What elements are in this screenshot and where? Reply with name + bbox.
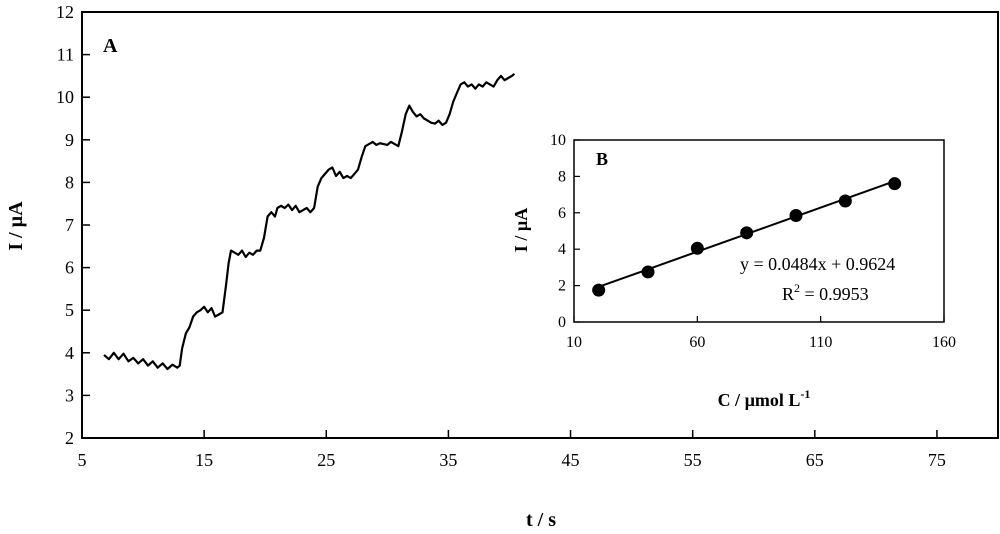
- panel-a-x-tick-label: 5: [78, 450, 87, 470]
- panel-a-x-tick-label: 75: [928, 450, 946, 470]
- panel-a-y-axis-title: I / µA: [5, 201, 27, 251]
- data-point: [789, 209, 803, 223]
- panel-b-ticks: 10 60 110 160 0 2 4 6 8 10: [550, 132, 956, 351]
- panel-b-x-tick-label: 160: [932, 334, 956, 351]
- panel-a-y-tick-label: 4: [65, 343, 74, 363]
- r-squared-annotation: R2 = 0.9953: [782, 281, 869, 304]
- data-point: [740, 226, 754, 240]
- r-squared-sup: 2: [794, 281, 800, 295]
- panel-b-x-tick-label: 10: [566, 334, 582, 351]
- panel-b-x-tick-label: 60: [689, 334, 705, 351]
- panel-b-x-axis-title-main: C / µmol L: [718, 390, 801, 410]
- panel-a-x-tick-label: 55: [684, 450, 702, 470]
- fit-equation: y = 0.0484x + 0.9624: [740, 254, 895, 274]
- panel-a-y-tick-label: 11: [57, 45, 74, 65]
- panel-b-label: B: [596, 149, 608, 169]
- panel-a-x-axis-title: t / s: [526, 509, 556, 531]
- panel-b-y-axis-title: I / µA: [511, 208, 531, 252]
- panel-b-x-axis-title: C / µmol L-1: [718, 387, 811, 410]
- current-trace-line: [103, 72, 516, 371]
- panel-b-y-tick-label: 0: [558, 314, 566, 331]
- data-point: [838, 194, 852, 208]
- panel-b-y-tick-label: 10: [550, 132, 566, 149]
- panel-b: 10 60 110 160 0 2 4 6 8 10 B y = 0.0484x + 0.9624…: [511, 125, 975, 420]
- panel-a-x-tick-label: 65: [806, 450, 824, 470]
- panel-a-y-tick-label: 7: [65, 215, 74, 235]
- panel-a-y-tick-label: 5: [65, 300, 74, 320]
- panel-a-x-tick-label: 15: [195, 450, 213, 470]
- r-squared-r: R: [782, 284, 794, 304]
- panel-b-y-tick-label: 4: [558, 241, 566, 258]
- panel-a-x-tick-label: 25: [317, 450, 335, 470]
- panel-a-y-tick-label: 8: [65, 172, 74, 192]
- panel-a-x-tick-label: 45: [562, 450, 580, 470]
- data-point: [641, 265, 655, 279]
- panel-a-label: A: [103, 35, 118, 57]
- panel-b-x-tick-label: 110: [809, 334, 832, 351]
- panel-a-y-tick-label: 2: [65, 428, 74, 448]
- panel-b-background: [520, 125, 975, 420]
- panel-a-y-tick-label: 12: [56, 2, 74, 22]
- panel-a-y-tick-label: 6: [65, 258, 74, 278]
- panel-a-y-tick-label: 3: [65, 385, 74, 405]
- panel-a-x-tick-label: 35: [439, 450, 457, 470]
- panel-b-y-tick-label: 6: [558, 205, 566, 222]
- panel-b-x-axis-title-sup: -1: [800, 387, 810, 401]
- panel-a-y-tick-label: 10: [56, 87, 74, 107]
- data-point: [888, 177, 902, 191]
- data-point: [592, 283, 606, 297]
- data-point: [690, 241, 704, 255]
- panel-b-points: [592, 177, 902, 297]
- panel-b-frame: [573, 139, 945, 323]
- panel-b-y-tick-label: 2: [558, 278, 566, 295]
- r-squared-value: = 0.9953: [800, 284, 869, 304]
- panel-b-y-tick-label: 8: [558, 168, 566, 185]
- panel-a-y-tick-label: 9: [65, 130, 74, 150]
